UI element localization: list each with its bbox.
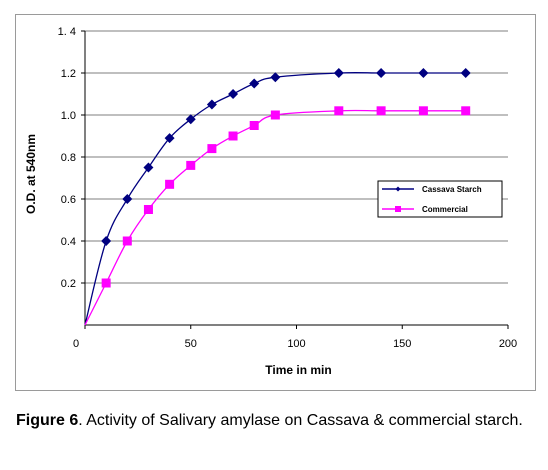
data-point xyxy=(122,194,133,204)
data-point xyxy=(461,106,471,116)
y-tick-label: 0.6 xyxy=(61,194,76,206)
legend-marker xyxy=(395,206,401,212)
data-point xyxy=(143,205,153,214)
y-axis-title: O.D. at 540nm xyxy=(24,134,38,214)
data-point xyxy=(418,68,429,78)
legend-item: Commercial xyxy=(382,205,468,214)
data-point xyxy=(101,278,111,288)
data-point xyxy=(122,236,132,246)
series-line xyxy=(84,109,466,326)
legend-item: Cassava Starch xyxy=(382,185,482,194)
data-point xyxy=(460,68,471,78)
caption-text: . Activity of Salivary amylase on Cassav… xyxy=(78,412,523,429)
data-point xyxy=(185,114,196,125)
data-point xyxy=(249,121,259,130)
x-tick-labels: 0 50 100 150 200 xyxy=(73,325,517,350)
x-tick-label: 100 xyxy=(287,338,305,350)
data-point xyxy=(207,144,217,154)
y-tick-label: 1.2 xyxy=(61,68,76,80)
data-point xyxy=(333,68,344,78)
series-layer xyxy=(84,68,471,326)
y-tick-label: 1. 4 xyxy=(58,26,76,38)
data-point xyxy=(164,133,175,144)
y-tick-label: 0.4 xyxy=(61,236,76,248)
y-tick-labels: 0.2 0.4 0.6 0.8 1.0 1.2 1. 4 xyxy=(58,26,76,290)
x-tick-label: 200 xyxy=(499,338,517,350)
data-point xyxy=(418,106,428,116)
y-tick-label: 1.0 xyxy=(61,110,76,122)
series-commercial xyxy=(84,106,471,326)
figure-caption: Figure 6. Activity of Salivary amylase o… xyxy=(16,410,536,431)
x-tick-label: 0 xyxy=(73,338,79,350)
data-point xyxy=(334,106,344,116)
data-point xyxy=(249,78,260,89)
y-tick-label: 0.2 xyxy=(61,278,76,290)
data-point xyxy=(228,131,238,141)
y-tick-label: 0.8 xyxy=(61,152,76,164)
legend: Cassava Starch Commercial xyxy=(377,180,503,218)
data-point xyxy=(376,106,386,116)
data-point xyxy=(206,99,217,110)
series-cassava-starch xyxy=(84,68,471,326)
legend-marker xyxy=(395,186,401,192)
legend-label: Cassava Starch xyxy=(422,185,482,194)
data-point xyxy=(376,68,387,78)
gridlines xyxy=(81,30,508,284)
data-point xyxy=(165,179,175,189)
x-axis-title: Time in min xyxy=(265,363,331,377)
data-point xyxy=(143,162,154,173)
legend-label: Commercial xyxy=(422,205,468,214)
figure-label: Figure 6 xyxy=(16,412,79,429)
x-tick-label: 150 xyxy=(393,338,411,350)
x-tick-label: 50 xyxy=(185,338,197,350)
data-point xyxy=(228,89,239,99)
data-point xyxy=(101,236,112,246)
data-point xyxy=(270,72,281,83)
data-point xyxy=(270,110,280,120)
data-point xyxy=(186,160,196,170)
